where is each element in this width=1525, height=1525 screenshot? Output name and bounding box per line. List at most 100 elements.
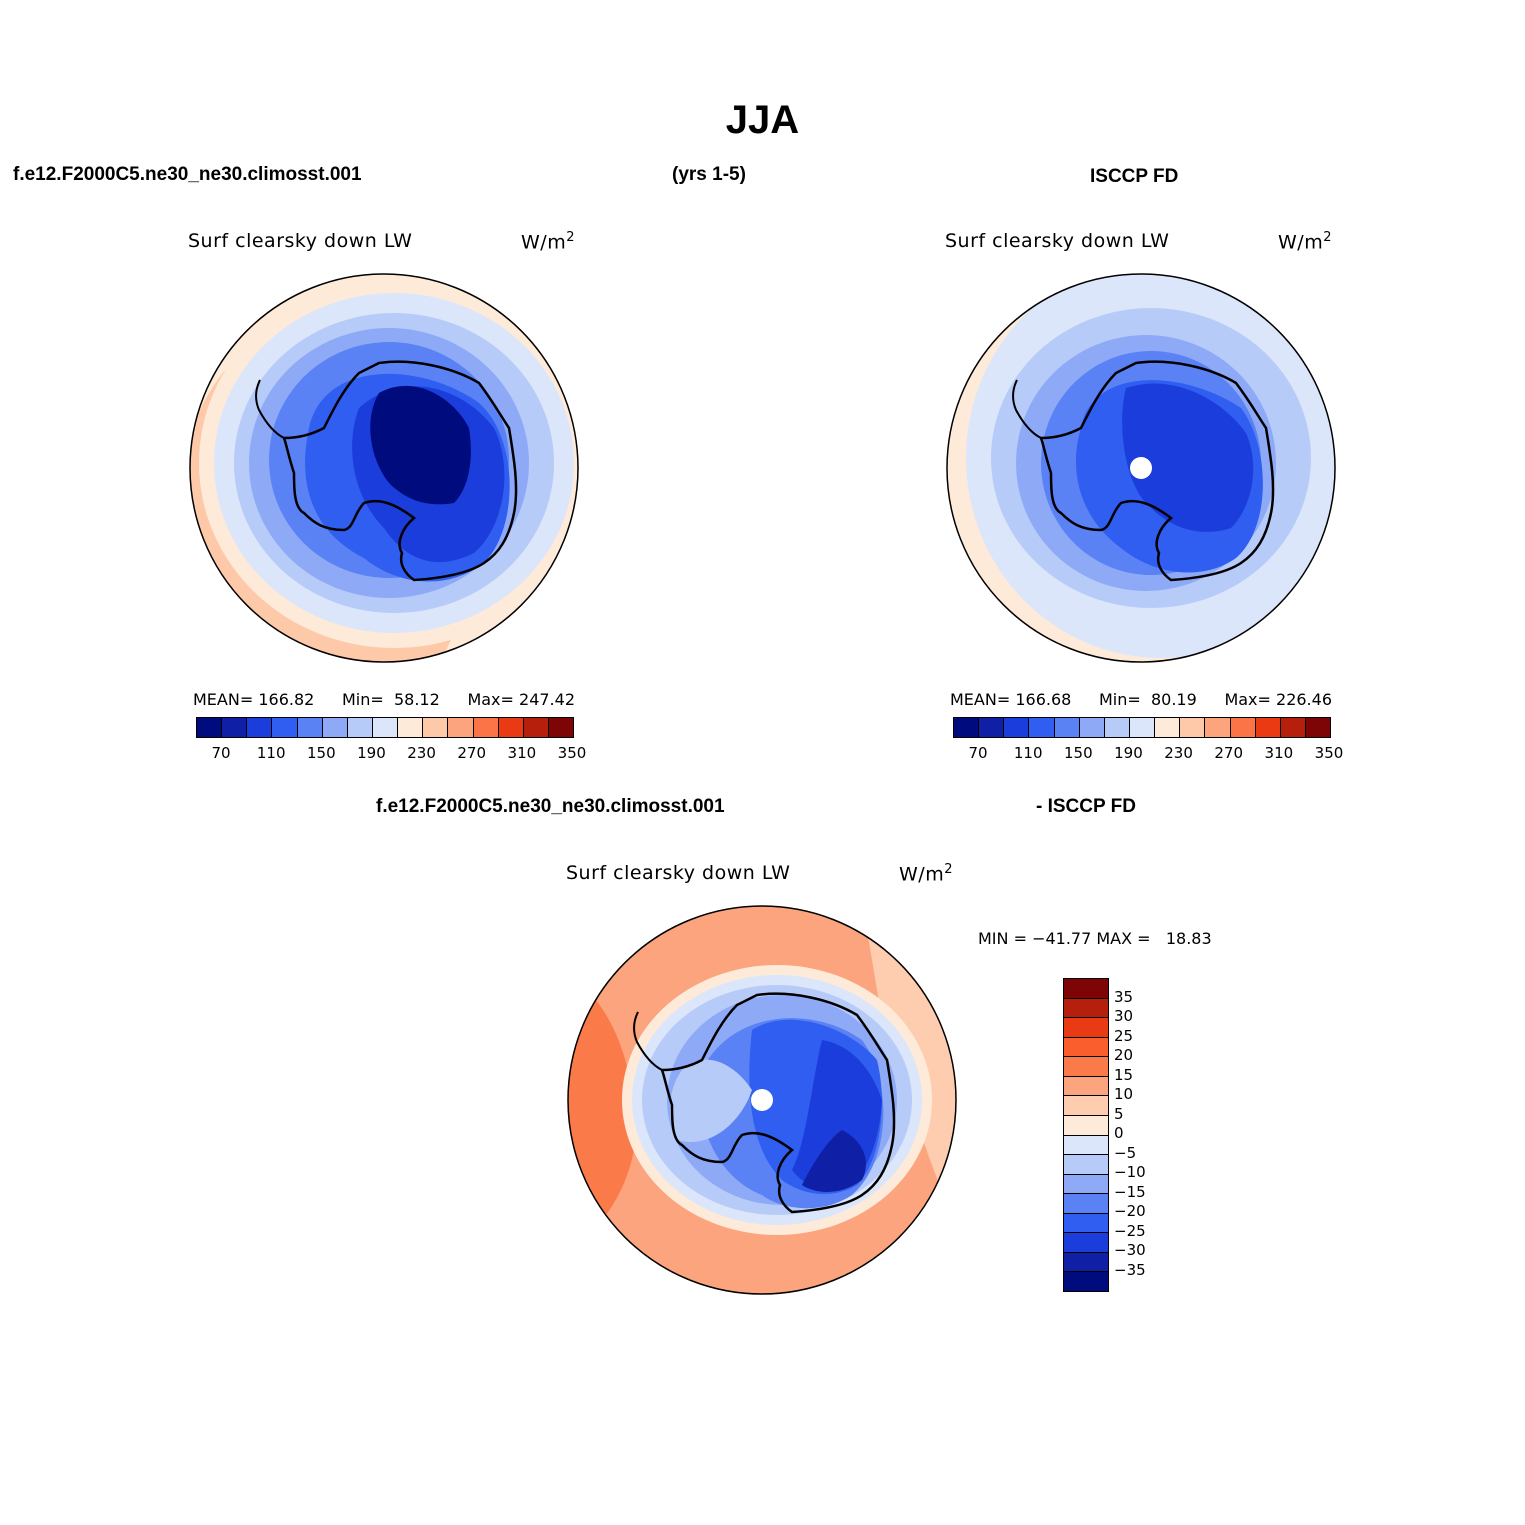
panel2-units-base: W/m bbox=[1278, 231, 1324, 254]
colorbar-swatch bbox=[1305, 718, 1331, 737]
panel3-units-base: W/m bbox=[899, 863, 945, 886]
colorbar-swatch bbox=[1064, 1213, 1108, 1234]
colorbar-swatch bbox=[448, 718, 474, 737]
obs-label: ISCCP FD bbox=[1090, 166, 1179, 187]
panel3-units: W/m2 bbox=[899, 862, 953, 885]
colorbar-swatch bbox=[1180, 718, 1206, 737]
panel3-units-sup: 2 bbox=[944, 862, 953, 877]
colorbar-tick-label: 270 bbox=[1214, 744, 1244, 762]
colorbar-tick-label: 10 bbox=[1114, 1085, 1134, 1103]
colorbar-swatch bbox=[1064, 1115, 1108, 1136]
colorbar-tick-label: 70 bbox=[211, 744, 231, 762]
colorbar-swatch bbox=[1104, 718, 1130, 737]
panel2-colorbar-ticks: 70 110 150 190 230 270 310 350 bbox=[953, 744, 1344, 764]
colorbar-tick-label: 110 bbox=[1013, 744, 1043, 762]
colorbar-swatch bbox=[1155, 718, 1181, 737]
panel1-mean: MEAN= 166.82 bbox=[193, 690, 315, 709]
panel3-colorbar-ticks: 35 30 25 20 15 10 5 0 −5 −10 −15 −20 −25 −30 −35 bbox=[1114, 978, 1174, 1290]
panel1-variable: Surf clearsky down LW bbox=[188, 230, 413, 252]
colorbar-tick-label: 190 bbox=[357, 744, 386, 762]
colorbar-tick-label: −5 bbox=[1114, 1143, 1137, 1162]
panel1-stats: MEAN= 166.82 Min= 58.12 Max= 247.42 bbox=[193, 690, 575, 709]
colorbar-tick-label: 230 bbox=[407, 744, 436, 762]
colorbar-swatch bbox=[272, 718, 298, 737]
colorbar-swatch bbox=[1129, 718, 1156, 737]
colorbar-tick-label: −15 bbox=[1114, 1182, 1146, 1201]
colorbar-swatch bbox=[247, 718, 273, 737]
colorbar-tick-label: 310 bbox=[1264, 744, 1294, 762]
panel2-stats: MEAN= 166.68 Min= 80.19 Max= 226.46 bbox=[950, 690, 1332, 709]
years-label: (yrs 1-5) bbox=[672, 164, 746, 185]
panel3-map bbox=[567, 905, 957, 1295]
colorbar-tick-label: 230 bbox=[1164, 744, 1193, 762]
colorbar-swatch bbox=[347, 718, 373, 737]
panel3-stats: MIN = −41.77 MAX = 18.83 bbox=[978, 929, 1212, 948]
colorbar-tick-label: −30 bbox=[1114, 1241, 1146, 1259]
panel2-mean: MEAN= 166.68 bbox=[950, 690, 1072, 709]
colorbar-swatch bbox=[1064, 1135, 1108, 1156]
colorbar-tick-label: −35 bbox=[1114, 1260, 1146, 1279]
colorbar-swatch bbox=[1029, 718, 1055, 737]
panel3-variable: Surf clearsky down LW bbox=[566, 862, 791, 884]
colorbar-tick-label: 150 bbox=[1064, 744, 1093, 762]
colorbar-swatch bbox=[498, 718, 524, 737]
colorbar-swatch bbox=[1004, 718, 1030, 737]
panel2-units-sup: 2 bbox=[1323, 230, 1332, 245]
colorbar-tick-label: 0 bbox=[1114, 1124, 1124, 1142]
colorbar-tick-label: 30 bbox=[1114, 1007, 1134, 1025]
case-label: f.e12.F2000C5.ne30_ne30.climosst.001 bbox=[13, 164, 362, 185]
colorbar-tick-label: −25 bbox=[1114, 1221, 1146, 1240]
colorbar-swatch bbox=[1064, 998, 1108, 1019]
colorbar-swatch bbox=[1064, 1233, 1108, 1253]
colorbar-swatch bbox=[1230, 718, 1256, 737]
panel1-min: Min= 58.12 bbox=[341, 690, 440, 709]
panel1-units-base: W/m bbox=[521, 231, 567, 254]
colorbar-swatch bbox=[1205, 718, 1231, 737]
colorbar-swatch bbox=[1064, 1057, 1108, 1077]
colorbar-swatch bbox=[954, 718, 980, 737]
panel3-colorbar bbox=[1063, 978, 1109, 1292]
colorbar-swatch bbox=[398, 718, 424, 737]
panel1-units: W/m2 bbox=[521, 230, 575, 253]
colorbar-tick-label: 350 bbox=[557, 744, 587, 762]
panel1-units-sup: 2 bbox=[566, 230, 575, 245]
panel1-map bbox=[189, 273, 579, 663]
colorbar-swatch bbox=[322, 718, 348, 737]
colorbar-swatch bbox=[1064, 1252, 1108, 1273]
colorbar-swatch bbox=[197, 718, 223, 737]
panel1-colorbar bbox=[196, 717, 574, 738]
colorbar-swatch bbox=[222, 718, 248, 737]
diff-obs-label: - ISCCP FD bbox=[1036, 796, 1136, 817]
panel1-max: Max= 247.42 bbox=[467, 690, 575, 709]
colorbar-swatch bbox=[297, 718, 323, 737]
figure-title: JJA bbox=[725, 98, 800, 142]
colorbar-swatch bbox=[372, 718, 399, 737]
colorbar-swatch bbox=[1064, 979, 1108, 999]
panel2-colorbar bbox=[953, 717, 1331, 738]
colorbar-tick-label: 5 bbox=[1114, 1104, 1124, 1123]
colorbar-tick-label: 270 bbox=[457, 744, 487, 762]
panel2-max: Max= 226.46 bbox=[1224, 690, 1332, 709]
colorbar-tick-label: 35 bbox=[1114, 987, 1134, 1006]
colorbar-swatch bbox=[1064, 1076, 1108, 1097]
colorbar-tick-label: 25 bbox=[1114, 1026, 1134, 1045]
colorbar-tick-label: 15 bbox=[1114, 1065, 1134, 1084]
panel2-map bbox=[946, 273, 1336, 663]
colorbar-tick-label: 190 bbox=[1114, 744, 1143, 762]
colorbar-swatch bbox=[473, 718, 499, 737]
colorbar-swatch bbox=[1064, 1194, 1108, 1214]
colorbar-tick-label: 70 bbox=[968, 744, 988, 762]
colorbar-tick-label: −10 bbox=[1114, 1163, 1146, 1181]
colorbar-swatch bbox=[1280, 718, 1306, 737]
colorbar-swatch bbox=[423, 718, 449, 737]
colorbar-swatch bbox=[979, 718, 1005, 737]
colorbar-swatch bbox=[1064, 1096, 1108, 1116]
colorbar-swatch bbox=[1255, 718, 1281, 737]
colorbar-tick-label: −20 bbox=[1114, 1202, 1146, 1220]
colorbar-tick-label: 110 bbox=[256, 744, 286, 762]
colorbar-swatch bbox=[1079, 718, 1105, 737]
colorbar-swatch bbox=[1054, 718, 1080, 737]
panel2-min: Min= 80.19 bbox=[1098, 690, 1197, 709]
colorbar-swatch bbox=[1064, 1037, 1108, 1058]
panel2-variable: Surf clearsky down LW bbox=[945, 230, 1170, 252]
